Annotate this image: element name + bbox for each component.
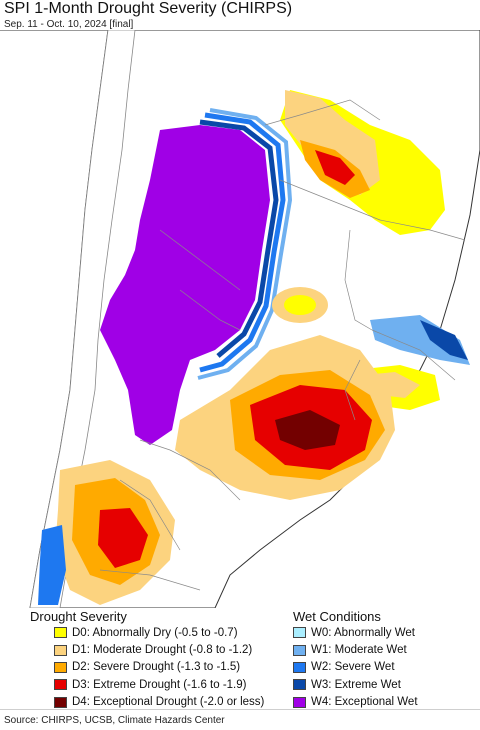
d3-north — [315, 150, 355, 185]
legend-row-d4: D4: Exceptional Drought (-2.0 or less) — [54, 694, 264, 711]
legend-swatch-w3 — [293, 679, 306, 691]
d4-pampas — [275, 410, 340, 450]
legend-row-w1: W1: Moderate Wet — [293, 641, 418, 658]
legend-swatch-w0 — [293, 627, 306, 639]
legend-row-w0: W0: Abnormally Wet — [293, 624, 418, 641]
legend-row-w3: W3: Extreme Wet — [293, 676, 418, 693]
d3-patagonia — [98, 508, 148, 568]
legend-label-w4: W4: Exceptional Wet — [311, 696, 418, 709]
legend-label-d0: D0: Abnormally Dry (-0.5 to -0.7) — [72, 626, 238, 639]
legend-swatch-d1 — [54, 644, 67, 656]
legend-row-d2: D2: Severe Drought (-1.3 to -1.5) — [54, 659, 264, 676]
legend-swatch-d3 — [54, 679, 67, 691]
wet-legend: Wet Conditions W0: Abnormally Wet W1: Mo… — [293, 609, 418, 711]
legend-row-d3: D3: Extreme Drought (-1.6 to -1.9) — [54, 676, 264, 693]
legend-label-d2: D2: Severe Drought (-1.3 to -1.5) — [72, 661, 241, 674]
w2-halo — [199, 112, 286, 373]
footer-divider — [0, 709, 480, 710]
legend-label-d1: D1: Moderate Drought (-0.8 to -1.2) — [72, 644, 253, 657]
drought-legend-title: Drought Severity — [30, 609, 127, 624]
legend-swatch-w2 — [293, 661, 306, 673]
chile-strip — [29, 30, 136, 608]
legend-swatch-w4 — [293, 696, 306, 708]
country-borders — [99, 99, 466, 591]
map-title: SPI 1-Month Drought Severity (CHIRPS) — [4, 0, 293, 17]
legend-row-d0: D0: Abnormally Dry (-0.5 to -0.7) — [54, 624, 264, 641]
legend-label-w1: W1: Moderate Wet — [311, 644, 407, 657]
map-subtitle: Sep. 11 - Oct. 10, 2024 [final] — [4, 19, 134, 30]
legend-swatch-w1 — [293, 644, 306, 656]
drought-legend: Drought Severity D0: Abnormally Dry (-0.… — [30, 609, 264, 711]
w3-east — [420, 320, 468, 360]
wet-patagonia-west — [38, 525, 66, 605]
legend-label-d3: D3: Extreme Drought (-1.6 to -1.9) — [72, 678, 247, 691]
wet-legend-title: Wet Conditions — [293, 609, 381, 624]
legend-row-w4: W4: Exceptional Wet — [293, 694, 418, 711]
wet-east — [370, 315, 470, 365]
w3-halo — [199, 119, 279, 358]
source-credit: Source: CHIRPS, UCSB, Climate Hazards Ce… — [4, 715, 225, 726]
drought-map — [0, 30, 480, 608]
w4-region — [100, 125, 270, 445]
legend-swatch-d0 — [54, 627, 67, 639]
legend-row-w2: W2: Severe Wet — [293, 659, 418, 676]
legend-swatch-d2 — [54, 661, 67, 673]
legend-label-w3: W3: Extreme Wet — [311, 678, 401, 691]
legend-label-w2: W2: Severe Wet — [311, 661, 395, 674]
w1-halo — [197, 108, 293, 380]
d0-central — [284, 295, 316, 315]
legend-row-d1: D1: Moderate Drought (-0.8 to -1.2) — [54, 641, 264, 658]
legend-swatch-d4 — [54, 696, 67, 708]
legend-label-w0: W0: Abnormally Wet — [311, 626, 415, 639]
legend-label-d4: D4: Exceptional Drought (-2.0 or less) — [72, 696, 265, 709]
